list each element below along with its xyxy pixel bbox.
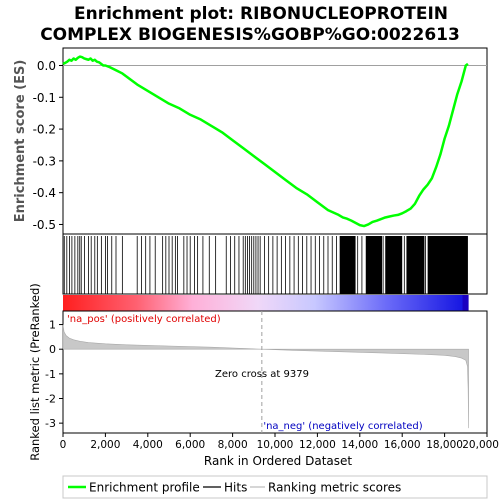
x-tick-label: 20,000: [462, 439, 499, 451]
x-tick-label: 8,000: [218, 439, 248, 451]
gradient-bar-end: [462, 295, 469, 311]
chart-title-line-1: Enrichment plot: RIBONUCLEOPROTEIN: [74, 4, 448, 24]
x-axis-label: Rank in Ordered Dataset: [204, 454, 352, 468]
es-y-axis-label: Enrichment score (ES): [13, 60, 28, 223]
metric-y-tick-label: 0: [49, 343, 56, 356]
metric-y-tick-label: -1: [45, 368, 56, 381]
metric-panel: 1 0 -1 -2 -3 'na_pos' (positively correlated…: [28, 283, 488, 461]
es-y-tick-label: 0.0: [37, 59, 56, 73]
legend-box: [62, 475, 488, 499]
es-y-tick-label: -0.1: [33, 91, 56, 105]
x-tick-label: 18,000: [426, 439, 463, 451]
es-y-tick-label: -0.2: [33, 123, 56, 137]
hit-cluster: [366, 236, 383, 294]
es-y-ticks: 0.0 -0.1 -0.2 -0.3 -0.4 -0.5: [33, 59, 63, 232]
es-y-tick-label: -0.5: [33, 218, 56, 232]
enrichment-profile-line: [62, 55, 469, 228]
metric-y-tick-label: -2: [45, 392, 56, 405]
es-y-tick-label: -0.3: [33, 154, 56, 168]
legend-metric-label: Ranking metric scores: [268, 481, 401, 495]
rank-gradient-bar: [63, 295, 469, 311]
hit-lines: [63, 236, 468, 294]
legend-enrichment-label: Enrichment profile: [89, 481, 200, 495]
metric-y-tick-label: -3: [45, 417, 56, 430]
x-tick-label: 10,000: [257, 439, 294, 451]
gradient-bar-fill: [63, 295, 469, 311]
es-y-tick-label: -0.4: [33, 186, 56, 200]
legend: Enrichment profile Hits Ranking metric s…: [62, 475, 488, 499]
hit-cluster: [427, 236, 468, 294]
x-tick-label: 16,000: [384, 439, 421, 451]
x-tick-label: 12,000: [299, 439, 336, 451]
hit-cluster: [339, 236, 356, 294]
x-tick-label: 0: [60, 439, 67, 451]
es-panel: 0.0 -0.1 -0.2 -0.3 -0.4 -0.5 Enrichment score…: [13, 47, 488, 235]
negative-correlation-label: 'na_neg' (negatively correlated): [263, 421, 422, 432]
x-tick-label: 6,000: [175, 439, 205, 451]
positive-correlation-label: 'na_pos' (positively correlated): [67, 314, 221, 325]
x-axis-ticks: 0 2,000 4,000 6,000 8,000 10,000 12,000 14,000 1…: [60, 433, 499, 451]
ranking-metric-area: [62, 324, 469, 429]
x-tick-label: 14,000: [341, 439, 378, 451]
x-tick-label: 4,000: [133, 439, 163, 451]
x-tick-label: 2,000: [90, 439, 120, 451]
hits-panel: [62, 233, 488, 295]
legend-hits-label: Hits: [224, 481, 247, 495]
hit-cluster: [385, 236, 403, 294]
metric-y-tick-label: 1: [49, 319, 56, 332]
zero-cross-label: Zero cross at 9379: [215, 369, 309, 380]
metric-y-axis-label: Ranked list metric (PreRanked): [28, 283, 42, 461]
chart-title-line-2: COMPLEX BIOGENESIS%GOBP%GO:0022613: [40, 25, 460, 45]
hit-cluster: [406, 236, 425, 294]
metric-y-ticks: 1 0 -1 -2 -3: [45, 319, 63, 430]
hits-panel-frame: [62, 233, 488, 295]
